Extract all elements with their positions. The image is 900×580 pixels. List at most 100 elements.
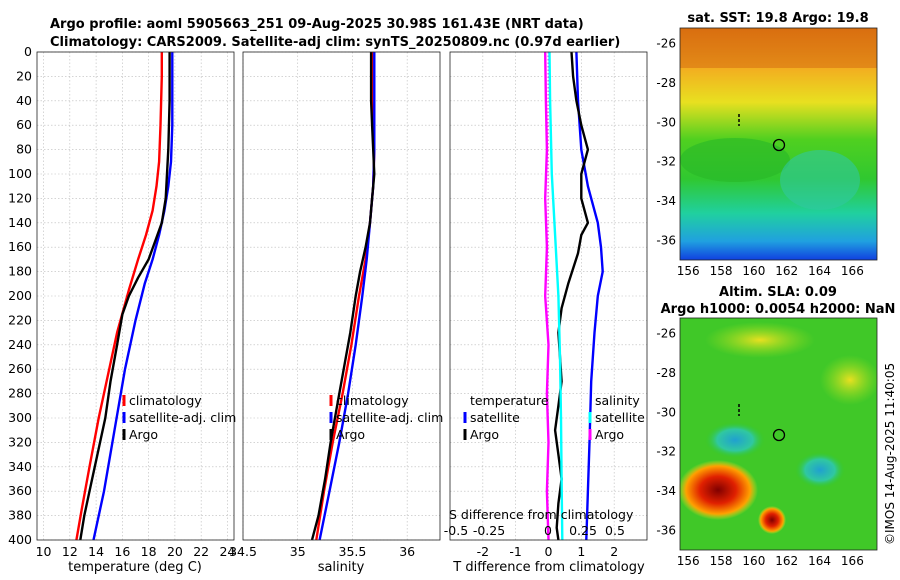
depth-tick-label: 300 bbox=[8, 410, 32, 425]
x-tick-label: 1 bbox=[577, 544, 585, 559]
depth-tick-label: 220 bbox=[8, 312, 32, 327]
depth-tick-label: 380 bbox=[8, 508, 32, 523]
sst-axis-labels: 156 158 160 162 164 166 -26 -28 -30 -32 -34 -36 bbox=[656, 37, 863, 278]
sst-profile-marker bbox=[772, 138, 786, 152]
map-x-tick-label: 158 bbox=[710, 554, 733, 568]
series-s-satellite bbox=[548, 51, 564, 541]
depth-tick-label: 240 bbox=[8, 337, 32, 352]
depth-tick-label: 100 bbox=[8, 166, 32, 181]
x-tick-label: 36 bbox=[399, 544, 415, 559]
series-climatology bbox=[75, 52, 164, 541]
difference-panel: -2 -1 0 1 2 T difference from climatology S … bbox=[444, 51, 648, 575]
map-y-tick-label: -26 bbox=[656, 327, 676, 341]
legend-t-argo: Argo bbox=[470, 427, 499, 442]
legend-argo: Argo bbox=[129, 427, 158, 442]
series-argo bbox=[79, 52, 171, 541]
sla-hot-eddy bbox=[678, 460, 758, 520]
map-x-tick-label: 162 bbox=[775, 554, 798, 568]
temperature-legend: climatology satellite-adj. clim Argo bbox=[122, 393, 236, 442]
x-tick-label: 2 bbox=[610, 544, 618, 559]
salinity-tick-labels: 34.5 35 35.5 36 bbox=[229, 544, 415, 559]
sla-patch bbox=[705, 322, 815, 358]
map-y-tick-label: -28 bbox=[656, 76, 676, 90]
sla-map: Altim. SLA: 0.09 Argo h1000: 0.0054 h200… bbox=[656, 285, 895, 568]
map-x-tick-label: 164 bbox=[808, 264, 831, 278]
sla-patch bbox=[820, 355, 880, 405]
map-x-tick-label: 164 bbox=[808, 554, 831, 568]
depth-tick-label: 180 bbox=[8, 264, 32, 279]
map-y-tick-label: -34 bbox=[656, 484, 676, 498]
sst-patch bbox=[680, 138, 790, 182]
sst-patch bbox=[780, 150, 860, 210]
sst-map-title: sat. SST: 19.8 Argo: 19.8 bbox=[687, 11, 868, 26]
legend-salinity: salinity bbox=[595, 393, 640, 408]
depth-tick-label: 400 bbox=[8, 532, 32, 547]
sla-map-title2: Argo h1000: 0.0054 h2000: NaN bbox=[661, 302, 896, 317]
x-tick-label: 16 bbox=[114, 544, 130, 559]
sst-frame bbox=[679, 27, 878, 261]
depth-tick-label: 260 bbox=[8, 361, 32, 376]
temperature-frame bbox=[36, 51, 235, 541]
map-x-tick-label: 166 bbox=[841, 554, 864, 568]
x-tick-label: -1 bbox=[509, 544, 521, 559]
sla-patch bbox=[795, 452, 845, 488]
series-satellite-adj-clim bbox=[318, 52, 376, 541]
x-tick-label: 35.5 bbox=[339, 544, 367, 559]
x-tick-label: -2 bbox=[477, 544, 489, 559]
s-tick: -0.5 bbox=[444, 523, 468, 538]
series-t-satellite bbox=[575, 51, 604, 541]
s-tick: 0.5 bbox=[605, 523, 625, 538]
legend-satellite: satellite-adj. clim bbox=[336, 410, 443, 425]
depth-tick-labels: 0 20 40 60 80 100 120 140 160 180 200 220 240 260 280 3… bbox=[8, 44, 32, 547]
t-difference-tick-labels: -2 -1 0 1 2 bbox=[477, 544, 619, 559]
x-tick-label: 24 bbox=[219, 544, 235, 559]
s-difference-tick-labels: -0.5 -0.25 0 0.25 0.5 bbox=[444, 523, 625, 538]
map-y-tick-label: -32 bbox=[656, 155, 676, 169]
map-x-tick-label: 156 bbox=[677, 554, 700, 568]
map-x-tick-label: 158 bbox=[710, 264, 733, 278]
map-x-tick-label: 162 bbox=[775, 264, 798, 278]
series-satellite-adj-clim bbox=[92, 52, 174, 541]
x-tick-label: 35 bbox=[290, 544, 306, 559]
temperature-tick-labels: 10 12 14 16 18 20 22 24 bbox=[36, 544, 236, 559]
s-tick: 0.25 bbox=[569, 523, 597, 538]
temperature-panel: 0 20 40 60 80 100 120 140 160 180 200 220 240 260 280 3… bbox=[8, 44, 236, 575]
copyright: ©IMOS 14-Aug-2025 11:40:05 bbox=[883, 363, 897, 545]
x-tick-label: 34.5 bbox=[229, 544, 257, 559]
s-tick: 0 bbox=[544, 523, 552, 538]
map-y-tick-label: -30 bbox=[656, 115, 676, 129]
title-line1: Argo profile: aoml 5905663_251 09-Aug-20… bbox=[50, 17, 584, 32]
sla-map-title1: Altim. SLA: 0.09 bbox=[719, 285, 837, 300]
map-y-tick-label: -26 bbox=[656, 37, 676, 51]
legend-t-satellite: satellite bbox=[470, 410, 520, 425]
depth-tick-label: 140 bbox=[8, 215, 32, 230]
depth-tick-label: 360 bbox=[8, 483, 32, 498]
map-y-tick-label: -36 bbox=[656, 233, 676, 247]
depth-tick-label: 280 bbox=[8, 386, 32, 401]
temperature-xlabel: temperature (deg C) bbox=[68, 560, 202, 575]
sst-warm-band bbox=[680, 28, 877, 68]
salinity-legend: climatology satellite-adj. clim Argo bbox=[329, 393, 443, 442]
depth-tick-label: 0 bbox=[24, 44, 32, 59]
t-difference-xlabel: T difference from climatology bbox=[452, 560, 645, 575]
legend-satellite: satellite-adj. clim bbox=[129, 410, 236, 425]
map-x-tick-label: 160 bbox=[742, 554, 765, 568]
depth-tick-label: 80 bbox=[16, 142, 32, 157]
s-tick: -0.25 bbox=[473, 523, 505, 538]
map-x-tick-label: 166 bbox=[841, 264, 864, 278]
legend-temperature: temperature bbox=[470, 393, 549, 408]
depth-tick-label: 60 bbox=[16, 117, 32, 132]
sst-map: sat. SST: 19.8 Argo: 19.8 156 158 160 162 16… bbox=[656, 11, 878, 278]
depth-tick-label: 120 bbox=[8, 190, 32, 205]
map-y-tick-label: -34 bbox=[656, 194, 676, 208]
x-tick-label: 12 bbox=[62, 544, 78, 559]
depth-tick-label: 20 bbox=[16, 68, 32, 83]
series-s-argo bbox=[544, 51, 550, 541]
x-tick-label: 14 bbox=[88, 544, 104, 559]
difference-frame bbox=[449, 51, 648, 541]
series-t-argo bbox=[553, 51, 590, 541]
depth-tick-label: 340 bbox=[8, 459, 32, 474]
legend-s-argo: Argo bbox=[595, 427, 624, 442]
legend-s-satellite: satellite bbox=[595, 410, 645, 425]
